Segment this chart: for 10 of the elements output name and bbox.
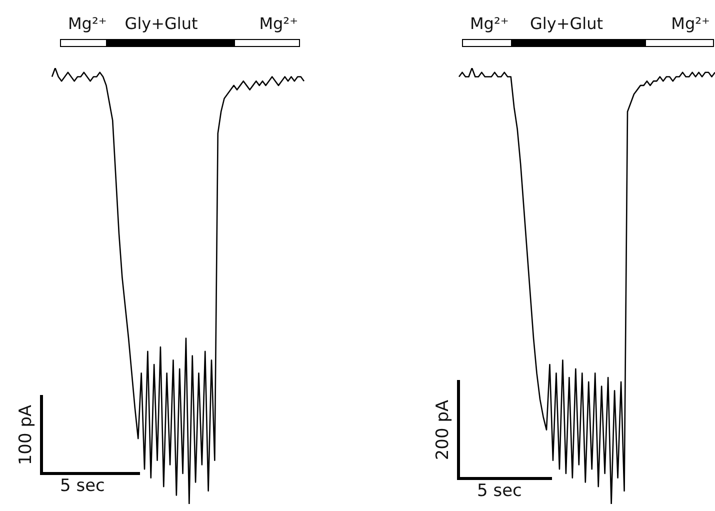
text: Mg²⁺ bbox=[671, 14, 710, 33]
text: 100 pA bbox=[16, 404, 36, 466]
text: Gly+Glut bbox=[124, 14, 198, 33]
annotation: 5 sec bbox=[477, 481, 522, 501]
text: Mg²⁺ bbox=[259, 14, 298, 33]
text: Gly+Glut bbox=[530, 14, 604, 33]
text: 200 pA bbox=[433, 400, 453, 460]
text: Mg²⁺ bbox=[470, 14, 509, 33]
text: Mg²⁺ bbox=[68, 14, 107, 33]
annotation: 5 sec bbox=[60, 476, 105, 496]
